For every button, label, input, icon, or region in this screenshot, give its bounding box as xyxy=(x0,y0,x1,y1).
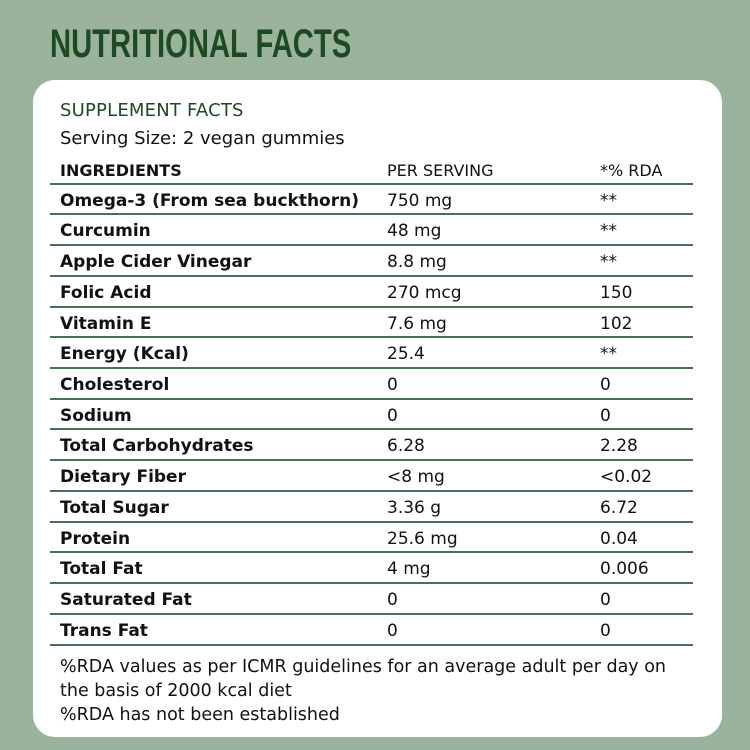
ingredient-name: Sodium xyxy=(60,405,132,426)
table-row: Saturated Fat 0 0 xyxy=(50,584,693,615)
footnote-line: the basis of 2000 kcal diet xyxy=(60,681,292,701)
table-row: Cholesterol 0 0 xyxy=(50,369,693,400)
page-title: NUTRITIONAL FACTS xyxy=(50,22,352,66)
table-row: Apple Cider Vinegar 8.8 mg ** xyxy=(50,246,693,277)
per-serving-value: 48 mg xyxy=(387,221,442,242)
ingredient-name: Cholesterol xyxy=(60,375,170,396)
rda-value: 0 xyxy=(600,590,611,611)
rda-value: 0 xyxy=(600,405,611,426)
rda-value: 150 xyxy=(600,282,633,303)
per-serving-value: 7.6 mg xyxy=(387,313,447,334)
rda-value: ** xyxy=(600,344,617,365)
ingredient-name: Total Fat xyxy=(60,559,143,580)
table-row: Curcumin 48 mg ** xyxy=(50,215,693,247)
rda-value: 0 xyxy=(600,620,611,641)
per-serving-value: <8 mg xyxy=(387,467,445,488)
per-serving-value: 25.6 mg xyxy=(387,528,458,549)
per-serving-value: 0 xyxy=(387,620,398,641)
per-serving-value: 25.4 xyxy=(387,344,425,365)
table-row: Energy (Kcal) 25.4 ** xyxy=(50,338,693,370)
table-row: Dietary Fiber <8 mg <0.02 xyxy=(50,461,693,492)
ingredient-name: Dietary Fiber xyxy=(60,467,186,488)
ingredient-name: Omega-3 (From sea buckthorn) xyxy=(60,190,359,211)
table-row: Sodium 0 0 xyxy=(50,400,693,431)
nutrition-table: INGREDIENTS PER SERVING *% RDA Omega-3 (… xyxy=(50,154,693,646)
ingredient-name: Protein xyxy=(60,528,131,549)
ingredient-name: Trans Fat xyxy=(60,620,148,641)
table-row: Vitamin E 7.6 mg 102 xyxy=(50,308,693,339)
per-serving-value: 750 mg xyxy=(387,190,453,211)
header-ingredients: INGREDIENTS xyxy=(60,161,182,180)
table-row: Protein 25.6 mg 0.04 xyxy=(50,523,693,554)
rda-value: <0.02 xyxy=(600,467,653,488)
table-row: Folic Acid 270 mcg 150 xyxy=(50,277,693,308)
table-row: Total Carbohydrates 6.28 2.28 xyxy=(50,430,693,462)
footnote-line: %RDA has not been established xyxy=(60,705,340,725)
table-row: Trans Fat 0 0 xyxy=(50,615,693,646)
ingredient-name: Total Sugar xyxy=(60,497,169,518)
per-serving-value: 3.36 g xyxy=(387,497,442,518)
table-header-row: INGREDIENTS PER SERVING *% RDA xyxy=(50,154,693,185)
table-row: Total Fat 4 mg 0.006 xyxy=(50,553,693,585)
footnote-line: %RDA values as per ICMR guidelines for a… xyxy=(60,657,667,677)
ingredient-name: Apple Cider Vinegar xyxy=(60,252,252,273)
ingredient-name: Vitamin E xyxy=(60,313,152,334)
per-serving-value: 6.28 xyxy=(387,436,425,457)
rda-value: 0.006 xyxy=(600,559,649,580)
table-row: Total Sugar 3.36 g 6.72 xyxy=(50,492,693,523)
header-per-serving: PER SERVING xyxy=(387,161,494,180)
supplement-facts-card: SUPPLEMENT FACTS Serving Size: 2 vegan g… xyxy=(33,80,722,737)
rda-value: 102 xyxy=(600,313,633,334)
rda-value: 0.04 xyxy=(600,528,638,549)
rda-value: 0 xyxy=(600,375,611,396)
per-serving-value: 0 xyxy=(387,375,398,396)
ingredient-name: Folic Acid xyxy=(60,282,152,303)
ingredient-name: Curcumin xyxy=(60,221,151,242)
rda-value: ** xyxy=(600,190,617,211)
header-rda: *% RDA xyxy=(600,161,663,180)
per-serving-value: 0 xyxy=(387,405,398,426)
per-serving-value: 270 mcg xyxy=(387,282,462,303)
per-serving-value: 0 xyxy=(387,590,398,611)
ingredient-name: Saturated Fat xyxy=(60,590,192,611)
rda-value: ** xyxy=(600,221,617,242)
per-serving-value: 8.8 mg xyxy=(387,252,447,273)
section-title: SUPPLEMENT FACTS xyxy=(60,100,244,121)
rda-value: 2.28 xyxy=(600,436,638,457)
table-row: Omega-3 (From sea buckthorn) 750 mg ** xyxy=(50,185,693,216)
per-serving-value: 4 mg xyxy=(387,559,431,580)
rda-value: 6.72 xyxy=(600,497,638,518)
footnotes: %RDA values as per ICMR guidelines for a… xyxy=(60,655,710,727)
ingredient-name: Total Carbohydrates xyxy=(60,436,254,457)
serving-size: Serving Size: 2 vegan gummies xyxy=(60,128,345,149)
rda-value: ** xyxy=(600,252,617,273)
ingredient-name: Energy (Kcal) xyxy=(60,344,189,365)
